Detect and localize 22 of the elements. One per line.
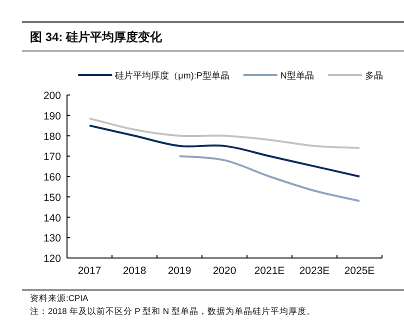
legend-label: N型单晶 — [280, 70, 314, 80]
y-tick-label: 140 — [43, 212, 62, 224]
x-tick-label: 2020 — [212, 265, 236, 277]
chart-title: 图 34: 硅片平均厚度变化 — [30, 30, 164, 44]
y-tick-label: 150 — [43, 192, 62, 204]
y-tick-label: 200 — [43, 90, 62, 102]
x-tick-label: 2021E — [254, 265, 285, 277]
x-tick-label: 2025E — [344, 265, 375, 277]
legend-label: 多晶 — [364, 70, 383, 80]
x-tick-label: 2019 — [168, 265, 192, 277]
text: 注：2018 年及以前不区分 P 型和 N 型单晶，数据为单晶硅片平均厚度。 — [30, 306, 316, 316]
y-tick-label: 120 — [43, 253, 62, 265]
x-tick-label: 2018 — [122, 265, 146, 277]
x-tick-label: 2023E — [299, 265, 330, 277]
y-tick-label: 190 — [43, 110, 62, 122]
legend-label: 硅片平均厚度（μm):P型单晶 — [114, 70, 230, 80]
y-tick-label: 180 — [43, 130, 62, 143]
y-tick-label: 130 — [43, 232, 62, 245]
y-tick-label: 160 — [43, 172, 62, 184]
y-tick-label: 170 — [43, 151, 62, 164]
text: 资料来源:CPIA — [30, 293, 89, 303]
x-tick-label: 2017 — [78, 265, 102, 277]
